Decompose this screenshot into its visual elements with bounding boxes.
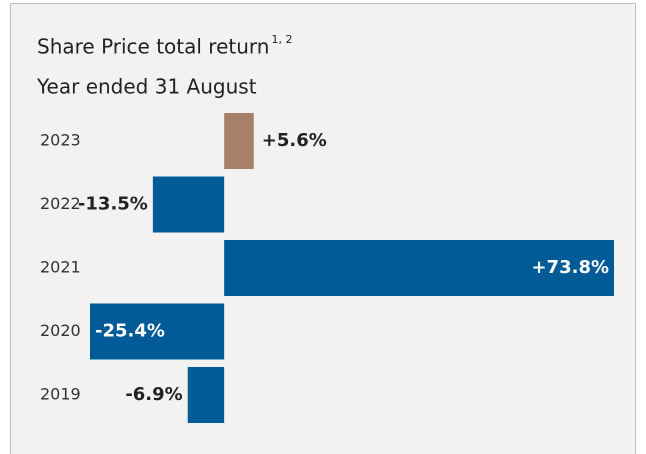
- bar: [152, 176, 225, 233]
- value-label: -13.5%: [78, 194, 148, 215]
- category-label: 2021: [40, 258, 81, 277]
- category-label: 2023: [40, 131, 81, 150]
- bar: [224, 240, 614, 296]
- bar: [187, 367, 225, 423]
- bar: [90, 303, 225, 360]
- panel: [10, 3, 636, 454]
- category-label: 2022: [40, 194, 81, 213]
- value-label: -6.9%: [125, 384, 182, 405]
- value-label: +73.8%: [531, 257, 609, 278]
- value-label: +5.6%: [262, 130, 327, 151]
- title-note: 1, 2: [271, 33, 292, 46]
- bar: [224, 113, 254, 169]
- value-label: -25.4%: [95, 321, 165, 342]
- chart-title: Share Price total return: [37, 35, 269, 59]
- chart-subtitle: Year ended 31 August: [36, 75, 257, 99]
- category-label: 2019: [40, 385, 81, 404]
- category-label: 2020: [40, 321, 81, 340]
